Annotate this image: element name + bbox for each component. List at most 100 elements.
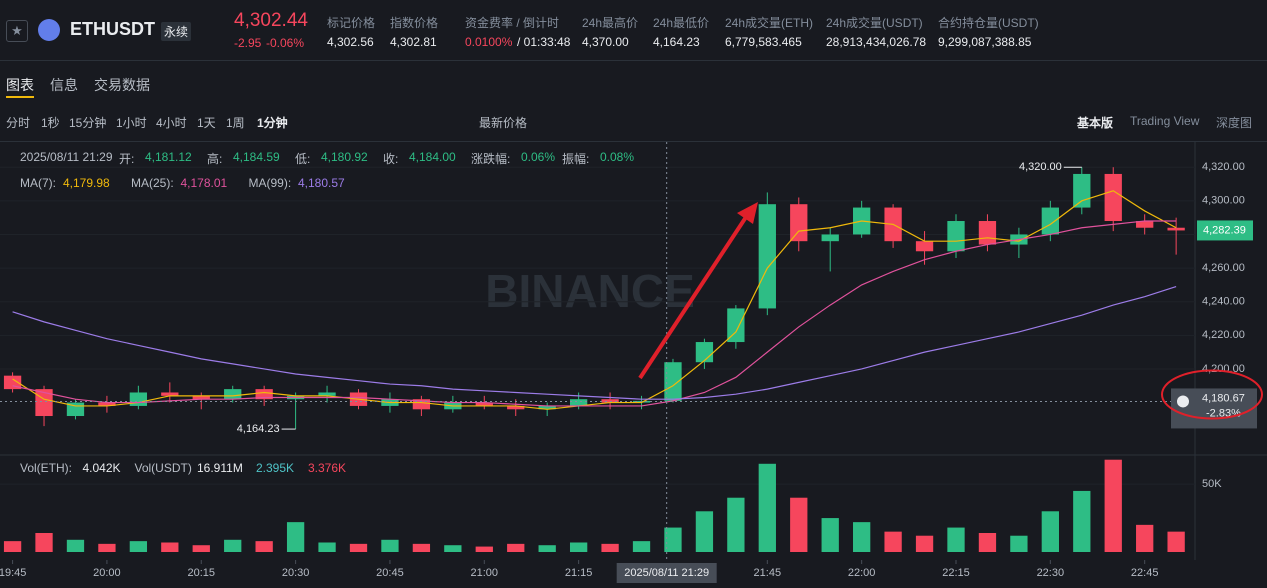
volume-bar xyxy=(318,542,336,552)
ma-value: 4,180.57 xyxy=(298,176,345,190)
x-tick-label: 22:00 xyxy=(848,567,876,579)
change-pct: -0.06% xyxy=(266,36,305,50)
legend-value: 0.08% xyxy=(600,150,635,164)
price-type[interactable]: 最新价格 xyxy=(479,116,528,130)
x-tick-label: 20:45 xyxy=(376,567,404,579)
stat-value: 4,164.23 xyxy=(653,35,700,49)
interval[interactable]: 1周 xyxy=(226,116,245,130)
volume-bar xyxy=(475,546,493,552)
legend-key: 收: xyxy=(383,152,399,166)
legend-key: 涨跌幅: xyxy=(471,152,511,166)
x-tick-label: 21:00 xyxy=(471,567,499,579)
ma-key: MA(99): xyxy=(248,176,292,190)
low-label: 4,164.23 xyxy=(237,423,280,435)
interval[interactable]: 15分钟 xyxy=(69,116,107,130)
volume-bar xyxy=(98,543,116,552)
stat-label: 资金费率 / 倒计时 xyxy=(465,16,560,30)
y-tick-label: 4,300.00 xyxy=(1202,195,1245,207)
vol-tick-label: 50K xyxy=(1202,478,1222,490)
candle-body xyxy=(255,389,273,400)
arrow-head xyxy=(737,202,758,224)
volume-bar xyxy=(1167,531,1185,552)
tab-underline xyxy=(6,96,34,98)
view[interactable]: 深度图 xyxy=(1216,116,1253,130)
star-button[interactable]: ★ xyxy=(6,20,28,42)
legend-value: 4,184.59 xyxy=(233,150,280,164)
y-tick-label: 4,220.00 xyxy=(1202,329,1245,341)
candle-body xyxy=(475,402,493,406)
arrow xyxy=(638,212,750,380)
x-tick-label: 20:00 xyxy=(93,567,121,579)
interval[interactable]: 分时 xyxy=(6,116,31,130)
vol-value: 2.395K xyxy=(256,461,295,475)
view[interactable]: 基本版 xyxy=(1077,116,1114,130)
x-tick-label: 22:45 xyxy=(1131,567,1159,579)
tab[interactable]: 信息 xyxy=(50,77,78,93)
y-tick-label: 4,260.00 xyxy=(1202,262,1245,274)
stat-value: 4,370.00 xyxy=(582,35,629,49)
last-price: 4,302.44 xyxy=(234,10,308,31)
symbol: ETHUSDT xyxy=(70,19,155,39)
stat-value: 9,299,087,388.85 xyxy=(938,35,1032,49)
interval[interactable]: 1分钟 xyxy=(257,116,288,130)
candle-body xyxy=(224,389,242,400)
ma-key: MA(25): xyxy=(131,176,174,190)
view[interactable]: Trading View xyxy=(1130,114,1200,128)
volume-bar xyxy=(224,539,242,552)
candle-body xyxy=(601,399,619,403)
stat-value: 28,913,434,026.78 xyxy=(826,35,927,49)
last-price-label: 4,282.39 xyxy=(1203,224,1246,236)
legend-key: 高: xyxy=(207,152,223,166)
stat-value: 0.0100% xyxy=(465,35,513,49)
stat-label: 24h最高价 xyxy=(582,16,639,30)
legend-key: 开: xyxy=(119,152,135,166)
volume-bar xyxy=(129,541,148,552)
volume-bar xyxy=(1136,524,1154,552)
volume-bar xyxy=(3,541,22,552)
stat-label: 24h成交量(ETH) xyxy=(725,16,814,30)
volume-bar xyxy=(1010,535,1028,552)
volume-bar xyxy=(884,531,902,552)
add-button xyxy=(1177,395,1189,408)
candle-body xyxy=(790,204,808,242)
change: -2.95 xyxy=(234,36,262,50)
eth-icon xyxy=(38,19,60,41)
vol-value: 4.042K xyxy=(82,461,121,475)
volume-bar xyxy=(161,542,179,552)
crosshair-y-label: 4,180.67 xyxy=(1202,392,1245,404)
volume-bar xyxy=(507,543,525,552)
volume-bar xyxy=(349,543,368,552)
tab[interactable]: 图表 xyxy=(6,77,34,93)
candle-body xyxy=(915,241,934,252)
volume-bar xyxy=(821,518,839,552)
candle-body xyxy=(978,221,997,245)
candle-body xyxy=(98,402,116,406)
volume-bar xyxy=(192,545,210,552)
candle-body xyxy=(821,234,839,242)
volume-bar xyxy=(632,541,651,552)
x-tick-label: 22:15 xyxy=(942,567,970,579)
y-tick-label: 4,320.00 xyxy=(1202,161,1245,173)
candle-body xyxy=(1073,173,1091,208)
volume-bar xyxy=(66,539,85,552)
candle-body xyxy=(538,405,556,410)
volume-bar xyxy=(947,527,965,552)
interval[interactable]: 1秒 xyxy=(41,116,60,130)
volume-bar xyxy=(538,545,556,552)
interval[interactable]: 1小时 xyxy=(116,116,147,130)
candle-body xyxy=(129,392,148,406)
stat-label: 24h成交量(USDT) xyxy=(826,16,923,30)
volume-bar xyxy=(381,539,399,552)
tab[interactable]: 交易数据 xyxy=(94,77,150,93)
volume-bar xyxy=(915,535,934,552)
candle-body xyxy=(161,392,179,396)
stat-value: / 01:33:48 xyxy=(517,35,571,49)
interval[interactable]: 4小时 xyxy=(156,116,187,130)
volume-bar xyxy=(790,497,808,552)
volume-bar xyxy=(286,522,305,552)
contract-badge: 永续 xyxy=(161,22,192,41)
interval[interactable]: 1天 xyxy=(197,116,216,130)
x-tick-label: 19:45 xyxy=(0,567,26,579)
high-label: 4,320.00 xyxy=(1019,161,1062,173)
